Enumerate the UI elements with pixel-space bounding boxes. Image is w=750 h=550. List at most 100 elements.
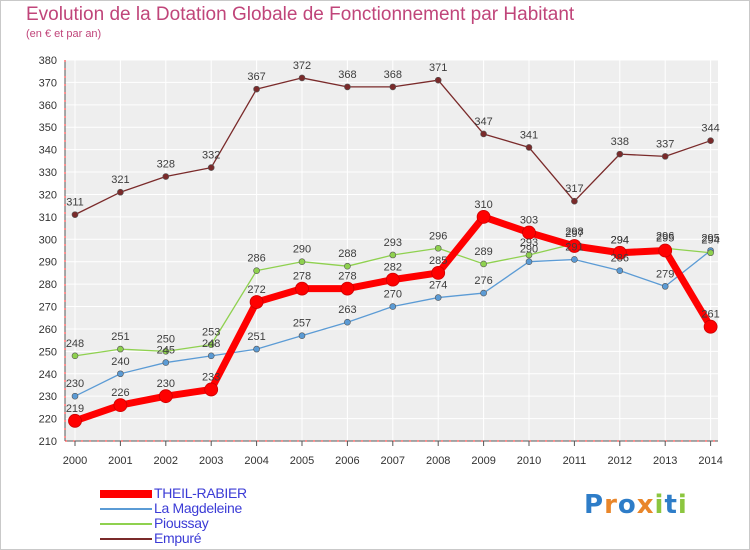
data-label-empure: 368 bbox=[338, 69, 356, 81]
legend-label: Pioussay bbox=[154, 515, 209, 531]
data-point-empure bbox=[298, 74, 306, 82]
x-tick-label: 2002 bbox=[154, 455, 178, 467]
legend-label: Empuré bbox=[154, 530, 202, 546]
y-tick-label: 330 bbox=[39, 167, 57, 179]
y-tick-label: 220 bbox=[39, 414, 57, 426]
data-label-la-magdeleine: 240 bbox=[111, 356, 129, 368]
logo-letter: x bbox=[636, 490, 655, 520]
data-point-theil-rabier bbox=[158, 389, 173, 404]
data-point-empure bbox=[117, 188, 124, 196]
legend-label: THEIL-RABIER bbox=[154, 485, 247, 501]
y-tick-label: 340 bbox=[39, 145, 57, 157]
data-point-pioussay bbox=[344, 262, 351, 270]
y-tick-label: 290 bbox=[39, 257, 57, 269]
data-label-la-magdeleine: 274 bbox=[429, 280, 447, 292]
data-label-pioussay: 289 bbox=[474, 246, 492, 258]
logo-letter: t bbox=[664, 490, 678, 520]
data-label-la-magdeleine: 286 bbox=[611, 253, 629, 265]
data-label-pioussay: 294 bbox=[701, 235, 719, 247]
data-label-empure: 321 bbox=[111, 174, 129, 186]
data-point-theil-rabier bbox=[522, 225, 536, 240]
y-tick-label: 240 bbox=[39, 369, 57, 381]
proxiti-logo: Proxiti bbox=[584, 490, 688, 520]
data-label-pioussay: 293 bbox=[520, 237, 538, 249]
data-label-pioussay: 293 bbox=[384, 237, 402, 249]
data-label-empure: 367 bbox=[247, 71, 265, 83]
chart-title: Evolution de la Dotation Globale de Fonc… bbox=[26, 4, 575, 25]
data-point-empure bbox=[571, 197, 578, 205]
data-point-pioussay bbox=[162, 348, 170, 355]
data-point-empure bbox=[71, 211, 79, 218]
data-point-empure bbox=[480, 130, 487, 138]
data-point-theil-rabier bbox=[431, 266, 446, 280]
data-label-pioussay: 248 bbox=[66, 338, 84, 350]
data-label-pioussay: 294 bbox=[611, 235, 629, 247]
logo-letter: i bbox=[654, 490, 665, 520]
data-label-empure: 332 bbox=[202, 150, 220, 162]
x-tick-label: 2001 bbox=[108, 455, 132, 467]
y-tick-label: 250 bbox=[39, 346, 57, 358]
data-label-la-magdeleine: 257 bbox=[293, 318, 311, 330]
data-label-la-magdeleine: 276 bbox=[474, 275, 492, 287]
data-point-theil-rabier bbox=[340, 281, 355, 296]
data-label-theil-rabier: 233 bbox=[202, 371, 220, 383]
x-tick-label: 2010 bbox=[517, 455, 541, 467]
data-point-la-magdeleine bbox=[162, 359, 170, 366]
data-label-la-magdeleine: 291 bbox=[565, 241, 583, 253]
data-label-pioussay: 251 bbox=[111, 331, 129, 343]
data-label-theil-rabier: 278 bbox=[293, 271, 311, 283]
y-tick-label: 320 bbox=[39, 189, 57, 201]
data-label-empure: 368 bbox=[384, 69, 402, 81]
data-point-empure bbox=[525, 144, 533, 151]
data-point-theil-rabier bbox=[567, 239, 582, 253]
logo-letter: P bbox=[584, 490, 605, 520]
data-label-empure: 328 bbox=[157, 159, 175, 171]
data-label-la-magdeleine: 295 bbox=[701, 233, 719, 245]
x-tick-label: 2004 bbox=[244, 455, 268, 467]
data-point-theil-rabier bbox=[249, 295, 264, 309]
data-label-theil-rabier: 282 bbox=[384, 262, 402, 274]
data-point-empure bbox=[162, 173, 170, 180]
y-tick-label: 350 bbox=[39, 122, 57, 134]
y-tick-label: 380 bbox=[39, 55, 57, 67]
logo-letter: r bbox=[604, 490, 618, 520]
x-tick-label: 2000 bbox=[63, 455, 87, 467]
x-tick-label: 2008 bbox=[426, 455, 450, 467]
data-point-la-magdeleine bbox=[525, 258, 533, 266]
data-label-empure: 341 bbox=[520, 129, 538, 141]
data-point-pioussay bbox=[117, 345, 124, 353]
data-label-la-magdeleine: 263 bbox=[338, 304, 356, 316]
data-label-theil-rabier: 278 bbox=[338, 271, 356, 283]
data-label-pioussay: 290 bbox=[293, 244, 311, 256]
data-label-theil-rabier: 294 bbox=[611, 235, 629, 247]
legend-swatch-empure bbox=[100, 538, 152, 540]
data-point-empure bbox=[253, 85, 260, 93]
data-label-la-magdeleine: 251 bbox=[247, 331, 265, 343]
data-label-la-magdeleine: 290 bbox=[520, 244, 538, 256]
data-point-pioussay bbox=[298, 258, 306, 266]
data-label-pioussay: 250 bbox=[157, 333, 175, 345]
data-label-theil-rabier: 285 bbox=[429, 255, 447, 267]
data-point-la-magdeleine bbox=[434, 294, 442, 301]
x-tick-label: 2003 bbox=[199, 455, 223, 467]
data-label-la-magdeleine: 245 bbox=[157, 345, 175, 357]
y-tick-label: 370 bbox=[39, 77, 57, 89]
legend-swatch-la-magdeleine bbox=[100, 508, 152, 510]
x-tick-label: 2009 bbox=[471, 455, 495, 467]
data-label-theil-rabier: 226 bbox=[111, 387, 129, 399]
x-tick-label: 2007 bbox=[381, 455, 405, 467]
data-point-la-magdeleine bbox=[344, 318, 351, 326]
data-point-la-magdeleine bbox=[389, 303, 397, 310]
data-label-pioussay: 298 bbox=[565, 226, 583, 238]
data-point-pioussay bbox=[389, 251, 397, 259]
data-point-empure bbox=[434, 76, 442, 84]
data-label-theil-rabier: 272 bbox=[247, 284, 265, 296]
data-point-theil-rabier bbox=[703, 319, 718, 334]
data-point-pioussay bbox=[434, 244, 442, 252]
data-point-theil-rabier bbox=[113, 398, 128, 413]
data-label-empure: 317 bbox=[565, 183, 583, 195]
data-point-la-magdeleine bbox=[207, 352, 215, 360]
x-tick-label: 2013 bbox=[653, 455, 677, 467]
data-point-empure bbox=[389, 83, 397, 91]
x-tick-label: 2012 bbox=[608, 455, 632, 467]
